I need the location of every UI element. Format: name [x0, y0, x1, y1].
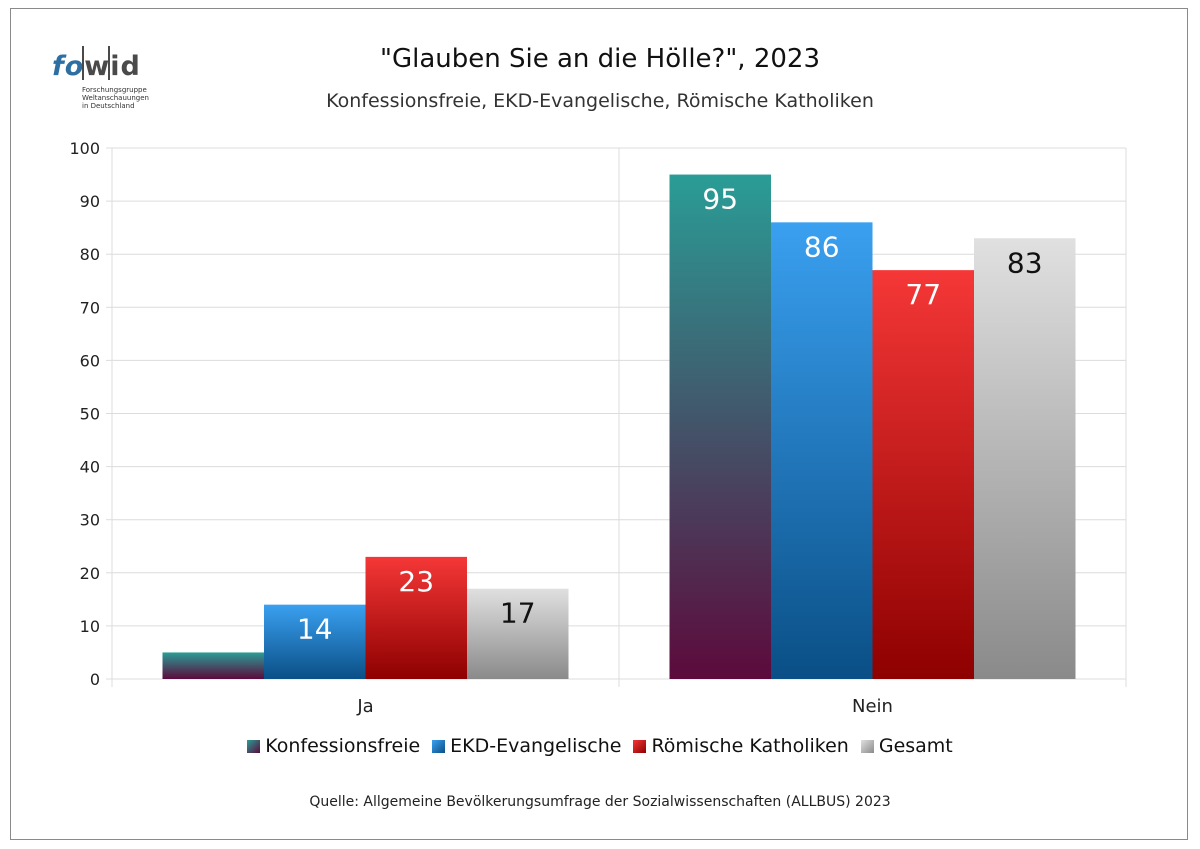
logo-wid: wid: [84, 51, 141, 82]
y-tick-label: 80: [80, 245, 100, 264]
legend-item-roemische-katholiken: Römische Katholiken: [633, 735, 849, 757]
y-tick-label: 100: [69, 139, 100, 158]
y-tick-label: 60: [80, 351, 100, 370]
legend-swatch: [633, 739, 647, 753]
legend-label: EKD-Evangelische: [450, 735, 622, 757]
legend-label: Römische Katholiken: [651, 735, 849, 757]
y-tick-label: 70: [80, 298, 100, 317]
y-tick-label: 0: [90, 670, 100, 689]
bar: [467, 588, 569, 679]
legend-item-konfessionsfreie: Konfessionsfreie: [247, 735, 420, 757]
legend-label: Konfessionsfreie: [265, 735, 421, 757]
logo-subtitle-line: Weltanschauungen: [82, 94, 149, 102]
y-tick-label: 40: [80, 458, 100, 477]
bar: [264, 604, 366, 679]
y-tick-label: 30: [80, 511, 100, 530]
labels-layer: 14 23 17 Ja 95 86 77 83 Nein: [297, 183, 1043, 717]
legend-swatch: [432, 739, 446, 753]
y-tick-label: 50: [80, 405, 100, 424]
logo-bar-left: [82, 46, 84, 80]
legend-swatch: [247, 739, 261, 753]
data-label: 95: [702, 183, 738, 216]
logo-subtitle-line: in Deutschland: [82, 102, 135, 110]
bar: [872, 270, 974, 679]
legend-label: Gesamt: [878, 735, 953, 757]
y-tick-label: 90: [80, 192, 100, 211]
chart-title: "Glauben Sie an die Hölle?", 2023: [380, 44, 820, 74]
data-label: 23: [398, 565, 434, 598]
logo-wordmark: fowid: [52, 52, 141, 82]
source-note: Quelle: Allgemeine Bevölkerungsumfrage d…: [309, 794, 891, 810]
bar: [771, 222, 873, 679]
data-label: 14: [297, 613, 333, 646]
bars-layer: [162, 174, 1076, 680]
x-category-label: Nein: [852, 696, 893, 717]
legend-item-gesamt: Gesamt: [860, 735, 953, 757]
chart-subtitle: Konfessionsfreie, EKD-Evangelische, Römi…: [326, 90, 874, 112]
logo-subtitle-line: Forschungsgruppe: [82, 86, 147, 94]
bar: [365, 556, 467, 679]
fowid-logo: fowid Forschungsgruppe Weltanschauungen …: [52, 46, 162, 120]
y-tick-label: 10: [80, 617, 100, 636]
x-category-label: Ja: [356, 696, 373, 717]
bar: [669, 174, 771, 680]
bar: [162, 652, 264, 679]
legend-item-ekd-evangelische: EKD-Evangelische: [432, 735, 621, 757]
data-label: 86: [804, 230, 840, 263]
logo-subtitle: Forschungsgruppe Weltanschauungen in Deu…: [82, 86, 149, 110]
legend-swatch: [860, 739, 874, 753]
y-tick-label: 20: [80, 564, 100, 583]
legend: Konfessionsfreie EKD-Evangelische Römisc…: [0, 735, 1200, 757]
data-label: 77: [905, 278, 941, 311]
logo-bar-right: [108, 46, 110, 80]
bar: [974, 238, 1076, 679]
data-label: 17: [500, 597, 536, 630]
data-label: 83: [1007, 246, 1043, 279]
logo-fo: fo: [52, 51, 85, 82]
